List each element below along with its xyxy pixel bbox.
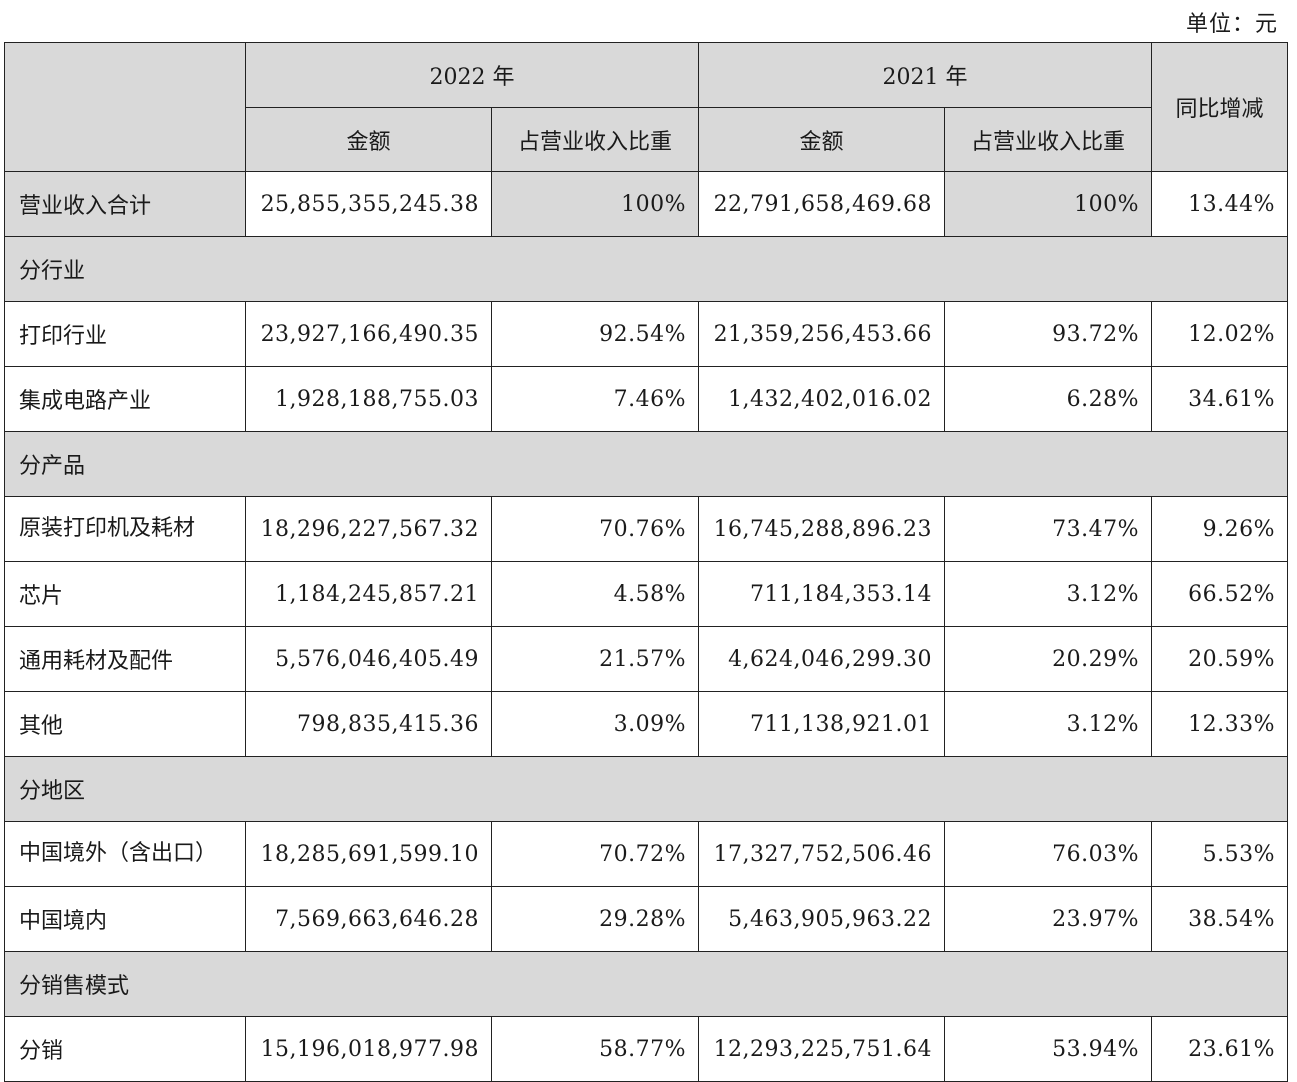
table-row: 打印行业 23,927,166,490.35 92.54% 21,359,256,45… bbox=[4, 301, 1288, 367]
header-year-2021: 2021 年 bbox=[698, 42, 1152, 108]
amount-2021-cell: 16,745,288,896.23 bbox=[698, 496, 945, 562]
ratio-2021-cell: 76.03% bbox=[944, 821, 1152, 887]
ratio-2021-cell: 23.97% bbox=[944, 886, 1152, 952]
section-header-row: 分产品 bbox=[4, 431, 1288, 497]
header-yoy: 同比增减 bbox=[1151, 42, 1288, 172]
ratio-2021-cell: 3.12% bbox=[944, 561, 1152, 627]
row-name: 集成电路产业 bbox=[4, 366, 246, 432]
row-name: 原装打印机及耗材 bbox=[4, 496, 246, 562]
amount-2021-cell: 21,359,256,453.66 bbox=[698, 301, 945, 367]
yoy-cell: 13.44% bbox=[1151, 171, 1288, 237]
ratio-2022-cell: 21.57% bbox=[491, 626, 699, 692]
ratio-2021-cell: 93.72% bbox=[944, 301, 1152, 367]
header-amount-2021: 金额 bbox=[698, 107, 945, 172]
table-row: 原装打印机及耗材 18,296,227,567.32 70.76% 16,745,28… bbox=[4, 496, 1288, 562]
header-ratio-2022: 占营业收入比重 bbox=[491, 107, 699, 172]
row-name: 中国境内 bbox=[4, 886, 246, 952]
amount-2022-cell: 23,927,166,490.35 bbox=[245, 301, 492, 367]
ratio-2021-cell: 3.12% bbox=[944, 691, 1152, 757]
table-row: 中国境外（含出口） 18,285,691,599.10 70.72% 17,327,7… bbox=[4, 821, 1288, 887]
table-row: 通用耗材及配件 5,576,046,405.49 21.57% 4,624,046,2… bbox=[4, 626, 1288, 692]
row-name: 其他 bbox=[4, 691, 246, 757]
amount-2021-cell: 17,327,752,506.46 bbox=[698, 821, 945, 887]
yoy-cell: 12.02% bbox=[1151, 301, 1288, 367]
table-row: 中国境内 7,569,663,646.28 29.28% 5,463,905,963.… bbox=[4, 886, 1288, 952]
yoy-cell: 5.53% bbox=[1151, 821, 1288, 887]
ratio-2021-cell: 100% bbox=[944, 171, 1152, 237]
row-name: 中国境外（含出口） bbox=[4, 821, 246, 887]
amount-2022-cell: 25,855,355,245.38 bbox=[245, 171, 492, 237]
yoy-cell: 20.59% bbox=[1151, 626, 1288, 692]
yoy-cell: 66.52% bbox=[1151, 561, 1288, 627]
ratio-2022-cell: 70.72% bbox=[491, 821, 699, 887]
yoy-cell: 23.61% bbox=[1151, 1016, 1288, 1082]
section-title: 分产品 bbox=[4, 431, 1288, 497]
yoy-cell: 34.61% bbox=[1151, 366, 1288, 432]
amount-2021-cell: 4,624,046,299.30 bbox=[698, 626, 945, 692]
yoy-cell: 38.54% bbox=[1151, 886, 1288, 952]
amount-2022-cell: 15,196,018,977.98 bbox=[245, 1016, 492, 1082]
ratio-2021-cell: 6.28% bbox=[944, 366, 1152, 432]
table-row: 芯片 1,184,245,857.21 4.58% 711,184,353.14 3.1… bbox=[4, 561, 1288, 627]
row-name: 分销 bbox=[4, 1016, 246, 1082]
yoy-cell: 9.26% bbox=[1151, 496, 1288, 562]
ratio-2021-cell: 20.29% bbox=[944, 626, 1152, 692]
amount-2021-cell: 711,184,353.14 bbox=[698, 561, 945, 627]
table-row: 其他 798,835,415.36 3.09% 711,138,921.01 3.12%… bbox=[4, 691, 1288, 757]
amount-2022-cell: 18,296,227,567.32 bbox=[245, 496, 492, 562]
yoy-cell: 12.33% bbox=[1151, 691, 1288, 757]
section-title: 分地区 bbox=[4, 756, 1288, 822]
header-amount-2022: 金额 bbox=[245, 107, 492, 172]
ratio-2021-cell: 53.94% bbox=[944, 1016, 1152, 1082]
ratio-2022-cell: 92.54% bbox=[491, 301, 699, 367]
amount-2022-cell: 1,928,188,755.03 bbox=[245, 366, 492, 432]
unit-label: 单位：元 bbox=[1185, 12, 1278, 37]
ratio-2022-cell: 3.09% bbox=[491, 691, 699, 757]
ratio-2022-cell: 7.46% bbox=[491, 366, 699, 432]
amount-2021-cell: 12,293,225,751.64 bbox=[698, 1016, 945, 1082]
table-row: 集成电路产业 1,928,188,755.03 7.46% 1,432,402,016… bbox=[4, 366, 1288, 432]
amount-2022-cell: 5,576,046,405.49 bbox=[245, 626, 492, 692]
section-title: 分销售模式 bbox=[4, 951, 1288, 1017]
section-header-row: 分地区 bbox=[4, 756, 1288, 822]
row-name: 芯片 bbox=[4, 561, 246, 627]
table-body: 分行业 打印行业 23,927,166,490.35 92.54% 21,359,256… bbox=[4, 236, 1288, 1082]
section-header-row: 分销售模式 bbox=[4, 951, 1288, 1017]
table-row: 分销 15,196,018,977.98 58.77% 12,293,225,751.… bbox=[4, 1016, 1288, 1082]
header-ratio-2021: 占营业收入比重 bbox=[944, 107, 1152, 172]
amount-2021-cell: 1,432,402,016.02 bbox=[698, 366, 945, 432]
section-header-row: 分行业 bbox=[4, 236, 1288, 302]
amount-2022-cell: 18,285,691,599.10 bbox=[245, 821, 492, 887]
section-title: 分行业 bbox=[4, 236, 1288, 302]
row-name: 打印行业 bbox=[4, 301, 246, 367]
row-name: 营业收入合计 bbox=[4, 171, 246, 237]
ratio-2022-cell: 4.58% bbox=[491, 561, 699, 627]
ratio-2022-cell: 29.28% bbox=[491, 886, 699, 952]
amount-2022-cell: 798,835,415.36 bbox=[245, 691, 492, 757]
ratio-2022-cell: 58.77% bbox=[491, 1016, 699, 1082]
ratio-2021-cell: 73.47% bbox=[944, 496, 1152, 562]
amount-2021-cell: 22,791,658,469.68 bbox=[698, 171, 945, 237]
header-blank bbox=[4, 42, 246, 172]
amount-2021-cell: 711,138,921.01 bbox=[698, 691, 945, 757]
amount-2022-cell: 7,569,663,646.28 bbox=[245, 886, 492, 952]
table-row-total: 营业收入合计 25,855,355,245.38 100% 22,791,658… bbox=[4, 171, 1288, 237]
row-name: 通用耗材及配件 bbox=[4, 626, 246, 692]
ratio-2022-cell: 100% bbox=[491, 171, 699, 237]
revenue-table: 2022 年 2021 年 同比增减 金额 占营业收入比重 金额 占营业收入比重… bbox=[4, 42, 1288, 1082]
amount-2022-cell: 1,184,245,857.21 bbox=[245, 561, 492, 627]
header-year-2022: 2022 年 bbox=[245, 42, 699, 108]
amount-2021-cell: 5,463,905,963.22 bbox=[698, 886, 945, 952]
ratio-2022-cell: 70.76% bbox=[491, 496, 699, 562]
